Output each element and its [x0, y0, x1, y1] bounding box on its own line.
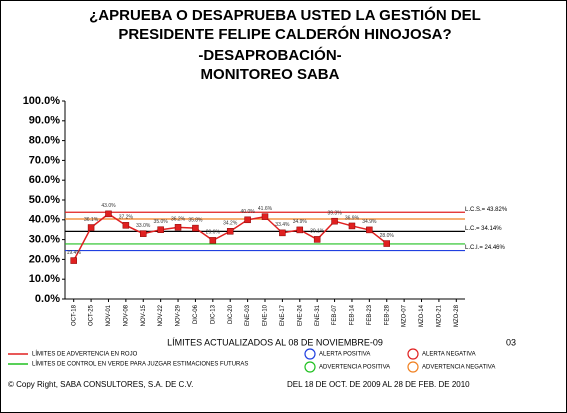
- x-tick-label: FEB-14: [350, 304, 356, 325]
- x-tick-label: NOV-08: [123, 304, 129, 326]
- data-label: 29.6%: [206, 230, 221, 236]
- data-point: [244, 216, 251, 224]
- x-tick-label: OCT-18: [71, 304, 77, 326]
- data-label: 36.2%: [171, 217, 186, 223]
- data-label: 36.9%: [345, 215, 360, 221]
- legend-label: ALERTA POSITIVA: [319, 352, 370, 358]
- x-tick-label: OCT-25: [89, 304, 95, 326]
- data-point: [70, 257, 77, 264]
- legend-label: LÍMITES DE CONTROL EN VERDE PARA JUZGAR …: [32, 361, 248, 368]
- y-tick-label: 40.0%: [29, 214, 60, 226]
- data-point: [348, 222, 356, 230]
- x-tick-label: NOV-15: [141, 304, 147, 326]
- data-label: 39.3%: [327, 211, 342, 217]
- y-tick-label: 0.0%: [35, 293, 60, 305]
- data-point: [313, 236, 321, 243]
- data-label: 43.0%: [101, 203, 116, 209]
- x-tick-label: MZO-07: [402, 304, 408, 327]
- x-tick-label: MZO-14: [419, 304, 425, 327]
- x-tick-label: NOV-29: [176, 304, 182, 326]
- data-label: 30.1%: [310, 229, 325, 235]
- data-point: [140, 230, 147, 237]
- data-label: 34.2%: [223, 221, 238, 227]
- legend-label: ALERTA NEGATIVA: [422, 352, 476, 358]
- data-label: 28.0%: [380, 233, 395, 239]
- x-tick-label: NOV-01: [106, 304, 112, 326]
- legend-circle: [304, 361, 316, 373]
- data-label: 33.4%: [275, 222, 290, 228]
- y-tick-label: 100.0%: [23, 95, 61, 107]
- data-label: 36.1%: [84, 217, 99, 223]
- data-label: 34.9%: [293, 219, 308, 225]
- page-number: 03: [506, 337, 516, 347]
- data-label: 35.8%: [188, 217, 203, 223]
- data-point: [331, 217, 338, 225]
- data-label: 41.6%: [258, 206, 273, 212]
- data-point: [296, 226, 304, 234]
- legend-circle: [304, 348, 316, 360]
- x-tick-label: NOV-22: [158, 304, 164, 326]
- x-tick-label: DIC-13: [210, 304, 216, 324]
- data-label: 19.4%: [67, 250, 82, 256]
- data-point: [279, 229, 286, 237]
- copyright: © Copy Right, SABA CONSULTORES, S.A. DE …: [8, 380, 193, 389]
- title: PRESIDENTE FELIPE CALDERÓN HINOJOSA?: [118, 25, 451, 43]
- data-point: [383, 240, 390, 247]
- data-point: [366, 226, 373, 234]
- data-point: [192, 224, 199, 232]
- data-point: [226, 228, 234, 235]
- legend-label: ADVERTENCIA NEGATIVA: [422, 365, 495, 371]
- y-tick-label: 50.0%: [29, 194, 60, 206]
- y-tick-label: 70.0%: [29, 154, 60, 166]
- data-label: 40.0%: [241, 209, 256, 215]
- x-tick-label: FEB-28: [384, 304, 390, 325]
- y-tick-label: 30.0%: [29, 234, 60, 246]
- data-label: 33.0%: [136, 223, 151, 229]
- note: LÍMITES ACTUALIZADOS AL 08 DE NOVIEMBRE-…: [167, 337, 383, 347]
- x-tick-label: MZO-28: [454, 304, 460, 327]
- x-tick-label: DIC-06: [193, 304, 199, 324]
- data-point: [209, 237, 217, 244]
- y-tick-label: 60.0%: [29, 174, 60, 186]
- x-tick-label: MZO-21: [436, 304, 442, 327]
- data-label: 35.0%: [154, 219, 169, 225]
- x-tick-label: ENE-24: [297, 304, 303, 326]
- legend-label: ADVERTENCIA POSITIVA: [319, 365, 390, 371]
- y-tick-label: 80.0%: [29, 135, 60, 147]
- subtitle: -DESAPROBACIÓN-: [198, 46, 341, 64]
- x-tick-label: DIC-20: [228, 304, 234, 324]
- y-tick-label: 90.0%: [29, 115, 60, 127]
- x-tick-label: FEB-23: [367, 304, 373, 325]
- title: ¿APRUEBA O DESAPRUEBA USTED LA GESTIÓN D…: [89, 6, 481, 24]
- data-label: 34.9%: [362, 219, 377, 225]
- x-tick-label: ENE-03: [245, 304, 251, 326]
- data-point: [87, 224, 95, 231]
- reference-label: L.C.I.= 24.46%: [465, 245, 506, 251]
- data-point: [105, 210, 112, 218]
- reference-label: L.C.= 34.14%: [465, 226, 502, 232]
- x-tick-label: ENE-31: [315, 304, 321, 326]
- legend-circle: [407, 361, 419, 373]
- data-point: [174, 224, 182, 231]
- x-tick-label: FEB-07: [332, 304, 338, 325]
- data-label: 37.2%: [119, 215, 134, 221]
- y-tick-label: 10.0%: [29, 273, 60, 285]
- data-point: [261, 213, 269, 220]
- legend-label: LÍMITES DE ADVERTENCIA EN ROJO: [32, 351, 138, 358]
- subtitle: MONITOREO SABA: [201, 66, 340, 83]
- period: DEL 18 DE OCT. DE 2009 AL 28 DE FEB. DE …: [287, 380, 470, 389]
- data-point: [157, 226, 164, 233]
- y-tick-label: 20.0%: [29, 253, 60, 265]
- x-tick-label: ENE-10: [263, 304, 269, 326]
- data-point: [122, 222, 130, 229]
- x-tick-label: ENE-17: [280, 304, 286, 326]
- reference-label: L.C.S.= 43.82%: [465, 207, 508, 213]
- legend-circle: [407, 348, 419, 360]
